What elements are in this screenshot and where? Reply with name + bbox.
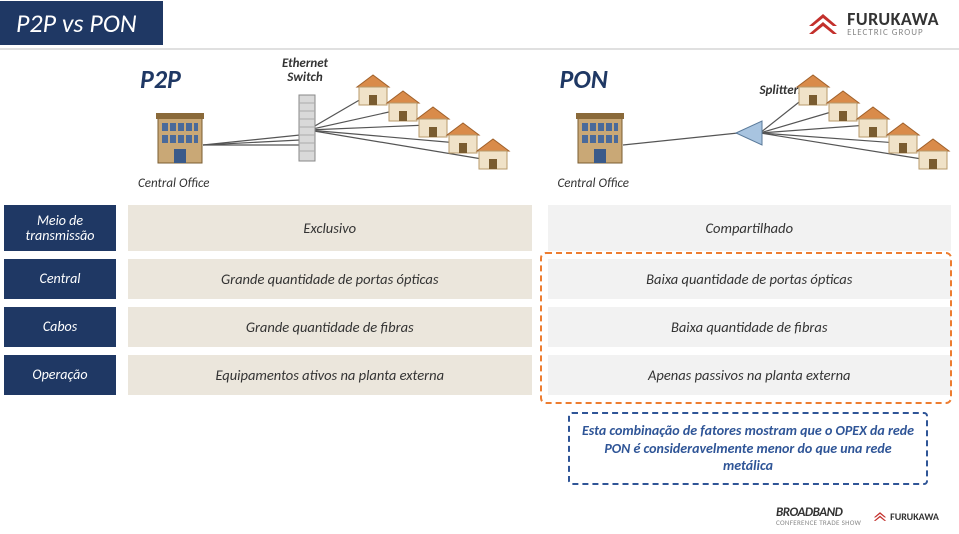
pon-central-cell: Baixa quantidade de portas ópticas	[548, 259, 952, 299]
p2p-cells: Exclusivo Grande quantidade de portas óp…	[120, 205, 540, 395]
p2p-diagram: Central Office	[128, 55, 532, 185]
furukawa-logo: FURUKAWA ELECTRIC GROUP	[807, 10, 939, 37]
central-office-label: Central Office	[138, 176, 210, 191]
row-label-operation: Operação	[4, 355, 116, 395]
logo-sub-text: ELECTRIC GROUP	[847, 28, 939, 37]
splitter-icon	[734, 119, 764, 149]
p2p-cables-cell: Grande quantidade de fibras	[128, 307, 532, 347]
broadband-sub: CONFERENCE TRADE SHOW	[776, 519, 861, 526]
p2p-column: P2P Ethernet Switch	[120, 55, 540, 185]
furukawa-small-icon	[873, 510, 887, 522]
footer: BROADBAND CONFERENCE TRADE SHOW FURUKAWA	[776, 506, 939, 526]
central-office-icon	[156, 105, 204, 165]
logo-main-text: FURUKAWA	[847, 10, 939, 28]
ethernet-switch-icon	[298, 93, 316, 163]
row-label-central: Central	[4, 259, 116, 299]
pon-diagram: Central Office	[548, 55, 952, 185]
pon-operation-cell: Apenas passivos na planta externa	[548, 355, 952, 395]
house-icon	[473, 137, 513, 171]
pon-cells: Compartilhado Baixa quantidade de portas…	[540, 205, 959, 395]
broadband-logo: BROADBAND CONFERENCE TRADE SHOW	[776, 506, 861, 526]
pon-column: PON Splitters	[540, 55, 959, 185]
architecture-row: P2P Ethernet Switch	[0, 55, 959, 185]
opex-note: Esta combinação de fatores mostram que o…	[568, 412, 928, 485]
furukawa-small-text: FURUKAWA	[890, 510, 939, 523]
pon-cables-cell: Baixa quantidade de fibras	[548, 307, 952, 347]
p2p-operation-cell: Equipamentos ativos na planta externa	[128, 355, 532, 395]
row-label-cables: Cabos	[4, 307, 116, 347]
header: P2P vs PON FURUKAWA ELECTRIC GROUP	[0, 0, 959, 46]
p2p-central-cell: Grande quantidade de portas ópticas	[128, 259, 532, 299]
house-icon	[913, 137, 953, 171]
page-title: P2P vs PON	[0, 1, 163, 45]
row-label-transmission: Meio de transmissão	[4, 205, 116, 251]
central-office-label: Central Office	[558, 176, 630, 191]
p2p-transmission-cell: Exclusivo	[128, 205, 532, 251]
pon-transmission-cell: Compartilhado	[548, 205, 952, 251]
furukawa-small-logo: FURUKAWA	[873, 510, 939, 523]
central-office-icon	[576, 105, 624, 165]
furukawa-icon	[807, 10, 839, 36]
header-divider	[0, 48, 959, 50]
comparison-table: Meio de transmissão Central Cabos Operaç…	[0, 205, 959, 395]
